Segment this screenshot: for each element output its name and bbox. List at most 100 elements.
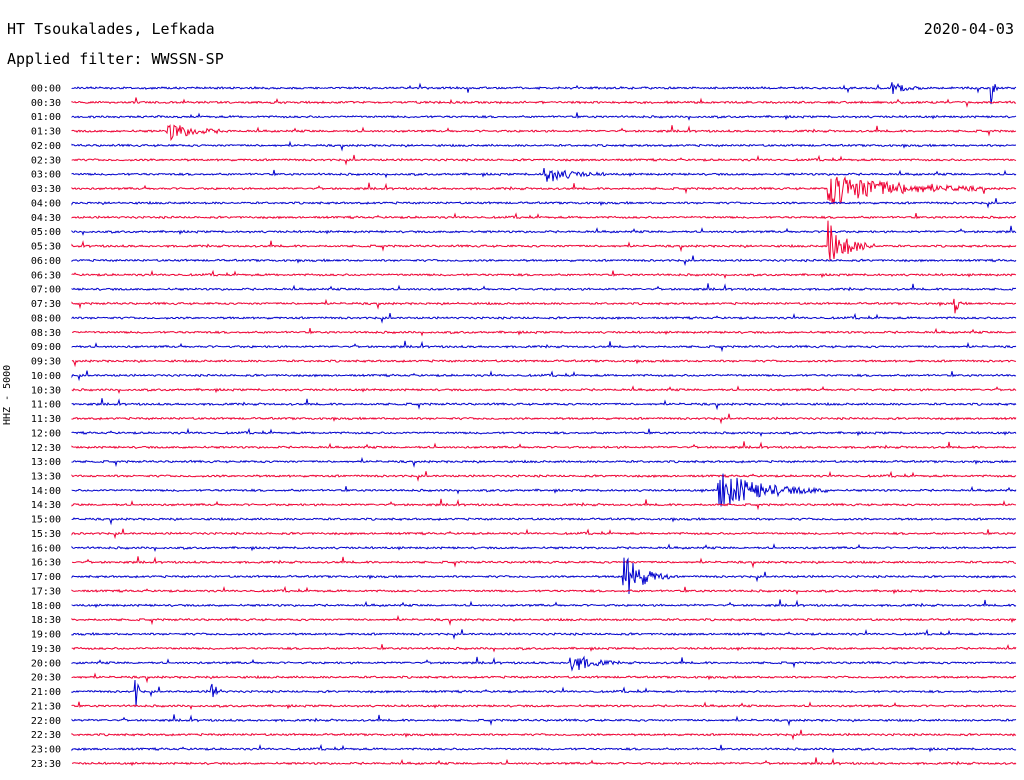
time-label: 21:00 bbox=[31, 687, 61, 698]
trace-line bbox=[71, 473, 1017, 507]
trace-line bbox=[71, 97, 1017, 108]
trace-line bbox=[71, 528, 1017, 540]
time-label: 06:00 bbox=[31, 256, 61, 267]
trace-line bbox=[71, 441, 1017, 450]
time-label: 03:30 bbox=[31, 184, 61, 195]
trace-line bbox=[71, 255, 1017, 267]
trace-line bbox=[71, 175, 1017, 205]
trace-line bbox=[71, 212, 1017, 220]
time-label: 20:30 bbox=[31, 673, 61, 684]
trace-line bbox=[71, 220, 1017, 261]
trace-line bbox=[71, 470, 1017, 482]
trace-line bbox=[71, 327, 1017, 337]
time-label: 16:00 bbox=[31, 543, 61, 554]
trace-line bbox=[71, 398, 1017, 411]
trace-line bbox=[71, 556, 1017, 569]
time-label: 11:00 bbox=[31, 400, 61, 411]
trace-line bbox=[71, 498, 1017, 511]
trace-line bbox=[71, 655, 1017, 672]
trace-line bbox=[71, 124, 1017, 142]
time-label: 12:00 bbox=[31, 428, 61, 439]
time-label: 09:00 bbox=[31, 342, 61, 353]
time-label: 03:00 bbox=[31, 170, 61, 181]
time-label: 16:30 bbox=[31, 558, 61, 569]
time-label: 23:00 bbox=[31, 745, 61, 756]
trace-line bbox=[71, 198, 1017, 209]
time-label: 08:30 bbox=[31, 328, 61, 339]
trace-line bbox=[71, 456, 1017, 468]
trace-line bbox=[71, 757, 1017, 767]
trace-line bbox=[71, 385, 1017, 394]
time-label: 17:00 bbox=[31, 572, 61, 583]
date-label: 2020-04-03 bbox=[923, 20, 1014, 38]
trace-line bbox=[71, 358, 1017, 368]
time-label: 06:30 bbox=[31, 270, 61, 281]
time-label: 13:30 bbox=[31, 471, 61, 482]
time-label: 00:00 bbox=[31, 84, 61, 95]
trace-line bbox=[71, 714, 1017, 727]
time-label: 14:00 bbox=[31, 486, 61, 497]
time-label: 19:30 bbox=[31, 644, 61, 655]
time-label: 14:30 bbox=[31, 500, 61, 511]
time-label: 21:30 bbox=[31, 701, 61, 712]
trace-line bbox=[71, 154, 1017, 166]
trace-line bbox=[71, 517, 1016, 526]
time-label: 04:00 bbox=[31, 198, 61, 209]
time-label: 12:30 bbox=[31, 443, 61, 454]
time-label: 17:30 bbox=[31, 586, 61, 597]
trace-line bbox=[71, 168, 1017, 182]
trace-line bbox=[71, 298, 1017, 314]
trace-line bbox=[71, 679, 1017, 707]
trace-line bbox=[71, 743, 1017, 754]
time-label: 23:30 bbox=[31, 759, 61, 770]
trace-line bbox=[71, 427, 1017, 438]
trace-line bbox=[71, 729, 1017, 741]
time-label: 15:00 bbox=[31, 515, 61, 526]
trace-line bbox=[71, 643, 1017, 653]
trace-line bbox=[71, 614, 1017, 626]
trace-line bbox=[71, 370, 1017, 382]
time-label: 10:30 bbox=[31, 385, 61, 396]
time-label: 08:00 bbox=[31, 313, 61, 324]
trace-line bbox=[71, 701, 1017, 711]
time-label: 10:00 bbox=[31, 371, 61, 382]
trace-line bbox=[71, 312, 1017, 324]
time-label: 20:00 bbox=[31, 658, 61, 669]
filter-label: Applied filter: WWSSN-SP bbox=[7, 50, 224, 68]
time-label: 04:30 bbox=[31, 213, 61, 224]
time-label: 07:00 bbox=[31, 285, 61, 296]
trace-line bbox=[71, 599, 1017, 609]
trace-line bbox=[71, 269, 1017, 279]
trace-line bbox=[71, 112, 1017, 121]
time-label: 19:00 bbox=[31, 630, 61, 641]
time-label: 18:00 bbox=[31, 601, 61, 612]
trace-line bbox=[71, 557, 1017, 595]
time-label: 01:30 bbox=[31, 127, 61, 138]
trace-line bbox=[71, 628, 1017, 640]
trace-line bbox=[71, 413, 1017, 425]
time-label: 07:30 bbox=[31, 299, 61, 310]
time-label: 09:30 bbox=[31, 357, 61, 368]
time-label: 02:30 bbox=[31, 155, 61, 166]
time-label: 11:30 bbox=[31, 414, 61, 425]
time-label: 05:00 bbox=[31, 227, 61, 238]
trace-line bbox=[71, 543, 1017, 552]
trace-line bbox=[71, 672, 1017, 684]
trace-line bbox=[71, 225, 1017, 236]
time-label: 18:30 bbox=[31, 615, 61, 626]
trace-line bbox=[71, 140, 1016, 152]
station-title: HT Tsoukalades, Lefkada bbox=[7, 20, 215, 38]
time-label: 22:30 bbox=[31, 730, 61, 741]
time-label: 02:00 bbox=[31, 141, 61, 152]
time-label: 22:00 bbox=[31, 716, 61, 727]
trace-line bbox=[71, 283, 1017, 292]
time-label: 05:30 bbox=[31, 242, 61, 253]
trace-line bbox=[71, 585, 1017, 596]
time-label: 15:30 bbox=[31, 529, 61, 540]
time-label: 00:30 bbox=[31, 98, 61, 109]
time-label: 13:00 bbox=[31, 457, 61, 468]
time-label: 01:00 bbox=[31, 112, 61, 123]
trace-line bbox=[71, 340, 1017, 353]
trace-line bbox=[71, 82, 1017, 105]
